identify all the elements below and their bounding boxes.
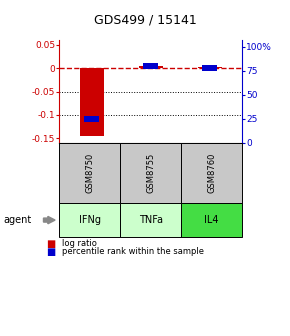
Text: IL4: IL4 [204,215,219,225]
Text: ■: ■ [46,239,56,249]
Bar [198,67,222,68]
Text: GDS499 / 15141: GDS499 / 15141 [94,14,196,27]
Text: GSM8760: GSM8760 [207,153,216,193]
Text: TNFa: TNFa [139,215,163,225]
Text: IFNg: IFNg [79,215,101,225]
Bar [80,68,104,136]
Text: percentile rank within the sample: percentile rank within the sample [62,248,204,256]
Bar [144,63,158,69]
Text: GSM8755: GSM8755 [146,153,155,193]
Bar [202,65,217,71]
Text: ■: ■ [46,247,56,257]
Text: agent: agent [3,215,31,225]
Text: log ratio: log ratio [62,239,97,248]
Text: GSM8750: GSM8750 [85,153,95,193]
Bar [84,116,99,122]
Bar [139,66,163,68]
